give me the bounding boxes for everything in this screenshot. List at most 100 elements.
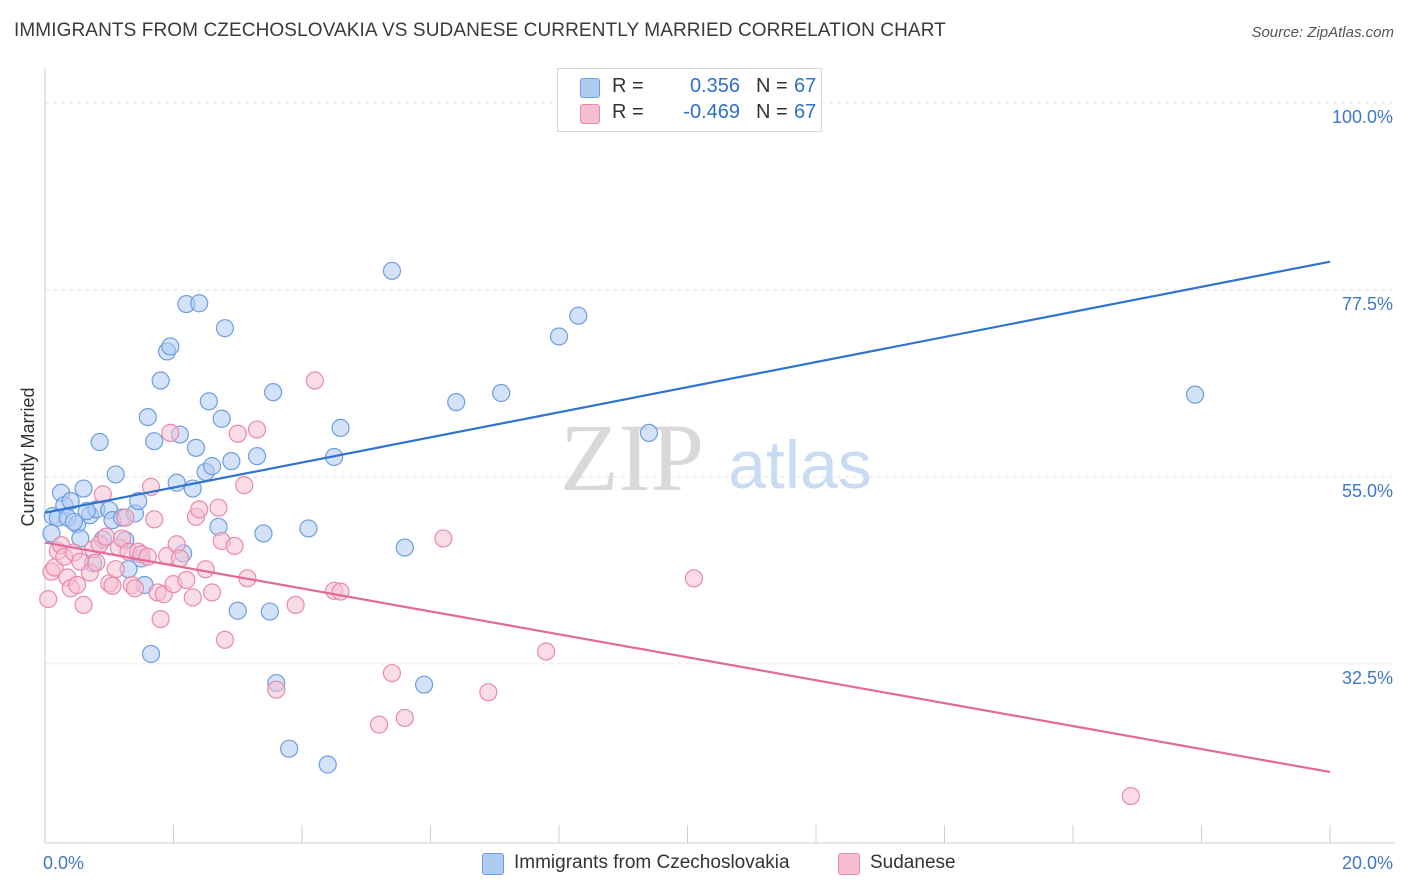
- point-sudanese: [183, 588, 202, 607]
- point-sudanese: [684, 569, 704, 588]
- point-czechoslovakia: [141, 644, 161, 664]
- point-czechoslovakia: [129, 491, 148, 511]
- legend-n-label: N =: [756, 75, 788, 97]
- point-sudanese: [382, 663, 402, 683]
- tick-labels: 32.5% 55.0% 77.5% 100.0% 0.0% 20.0%: [43, 107, 1393, 873]
- point-sudanese: [209, 498, 228, 517]
- point-sudanese: [215, 630, 234, 649]
- point-sudanese: [537, 642, 556, 661]
- point-sudanese: [106, 560, 125, 579]
- point-czechoslovakia: [260, 602, 279, 621]
- point-sudanese: [479, 683, 498, 702]
- point-czechoslovakia: [61, 491, 80, 511]
- point-czechoslovakia: [447, 393, 466, 412]
- point-sudanese: [93, 485, 112, 504]
- point-czechoslovakia: [549, 327, 569, 346]
- point-czechoslovakia: [492, 383, 511, 403]
- point-czechoslovakia: [569, 306, 588, 325]
- point-sudanese: [286, 595, 305, 615]
- point-sudanese: [190, 500, 209, 519]
- trend-lines: [44, 260, 1331, 774]
- point-sudanese: [74, 595, 93, 615]
- point-czechoslovakia: [202, 457, 222, 476]
- trendline-sudanese: [44, 541, 1331, 774]
- point-sudanese: [39, 590, 58, 609]
- legend-r-label: R =: [612, 101, 644, 123]
- watermark: ZIP atlas: [560, 404, 872, 511]
- correlation-legend: R = 0.356 N = 67 R = -0.469 N = 67: [557, 68, 822, 132]
- y-tick-label: 77.5%: [1342, 294, 1393, 314]
- point-czechoslovakia: [414, 675, 434, 694]
- point-sudanese: [267, 680, 286, 699]
- point-czechoslovakia: [215, 319, 234, 338]
- point-czechoslovakia: [254, 524, 273, 543]
- point-sudanese: [177, 570, 196, 590]
- bottom-legend-label: Immigrants from Czechoslovakia: [514, 852, 790, 873]
- point-czechoslovakia: [151, 371, 170, 390]
- point-sudanese: [225, 536, 244, 556]
- point-czechoslovakia: [318, 755, 337, 774]
- series-sudanese-points: [39, 371, 1140, 806]
- bottom-legend-swatch-sudanese: [838, 853, 860, 875]
- point-sudanese: [305, 371, 324, 390]
- bottom-legend-label: Sudanese: [870, 852, 956, 873]
- point-sudanese: [370, 715, 389, 734]
- point-sudanese: [68, 575, 87, 595]
- point-czechoslovakia: [106, 465, 125, 484]
- series-czechoslovakia-points: [42, 261, 1205, 774]
- point-sudanese: [247, 420, 267, 439]
- legend-n-value: 67: [794, 101, 817, 123]
- point-czechoslovakia: [138, 407, 157, 427]
- point-sudanese: [161, 423, 180, 442]
- y-tick-label: 100.0%: [1332, 107, 1393, 127]
- x-tick-label: 20.0%: [1342, 853, 1393, 873]
- point-czechoslovakia: [247, 447, 267, 466]
- bottom-legend-swatch-czechoslovakia: [482, 853, 504, 875]
- legend-r-value: -0.469: [683, 101, 740, 123]
- point-czechoslovakia: [212, 409, 231, 428]
- point-czechoslovakia: [639, 423, 659, 442]
- x-tick-label: 0.0%: [43, 853, 84, 873]
- legend-r-value: 0.356: [689, 75, 740, 97]
- point-czechoslovakia: [1185, 385, 1205, 404]
- point-sudanese: [235, 476, 254, 495]
- point-sudanese: [151, 609, 170, 629]
- point-sudanese: [170, 549, 190, 568]
- chart-title: IMMIGRANTS FROM CZECHOSLOVAKIA VS SUDANE…: [14, 20, 946, 41]
- point-czechoslovakia: [299, 519, 318, 538]
- watermark-atlas: atlas: [728, 427, 872, 503]
- point-czechoslovakia: [64, 512, 84, 531]
- point-czechoslovakia: [161, 337, 180, 356]
- legend-r-label: R =: [612, 75, 644, 97]
- point-sudanese: [434, 529, 453, 548]
- watermark-zip: ZIP: [560, 404, 704, 511]
- point-sudanese: [125, 579, 145, 598]
- point-czechoslovakia: [228, 601, 247, 620]
- point-czechoslovakia: [222, 452, 241, 471]
- point-czechoslovakia: [74, 479, 93, 498]
- point-czechoslovakia: [77, 501, 96, 521]
- trendline-czechoslovakia: [44, 260, 1331, 514]
- y-tick-label: 55.0%: [1342, 481, 1393, 501]
- point-sudanese: [103, 576, 122, 595]
- legend-n-label: N =: [756, 101, 788, 123]
- point-sudanese: [87, 553, 106, 572]
- legend-n-value: 67: [794, 75, 817, 97]
- point-sudanese: [116, 508, 135, 527]
- point-czechoslovakia: [199, 392, 218, 411]
- point-sudanese: [331, 582, 350, 601]
- legend-swatch-czechoslovakia: [580, 78, 600, 98]
- y-tick-label: 32.5%: [1342, 668, 1393, 688]
- point-sudanese: [145, 510, 164, 529]
- point-sudanese: [228, 424, 247, 443]
- point-sudanese: [202, 583, 222, 602]
- point-czechoslovakia: [395, 538, 414, 557]
- point-sudanese: [395, 708, 414, 728]
- y-axis-label: Currently Married: [18, 387, 38, 526]
- legend-swatch-sudanese: [580, 104, 600, 124]
- source-label: Source: ZipAtlas.com: [1251, 24, 1394, 41]
- point-czechoslovakia: [186, 438, 206, 457]
- point-czechoslovakia: [145, 432, 164, 451]
- point-czechoslovakia: [263, 383, 283, 402]
